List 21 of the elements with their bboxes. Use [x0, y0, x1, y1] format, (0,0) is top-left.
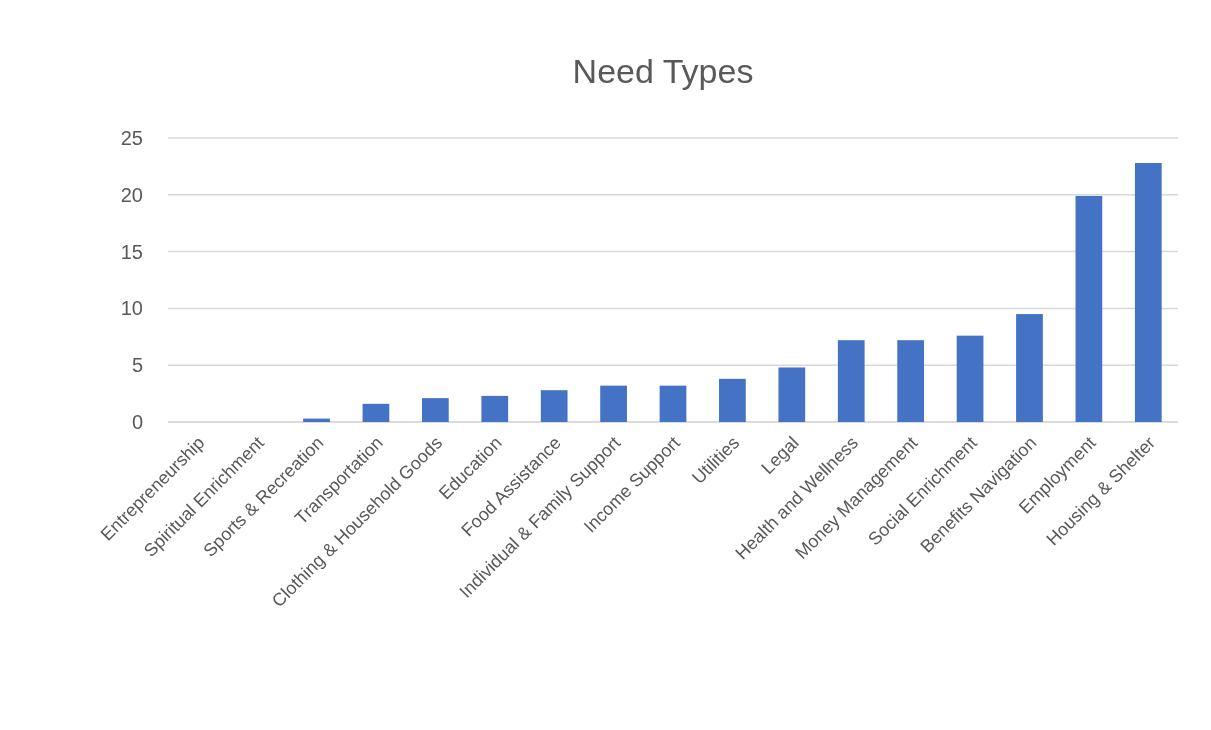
- bar: [362, 403, 390, 422]
- bar: [897, 340, 925, 422]
- bar: [1075, 195, 1103, 422]
- bar: [956, 335, 984, 422]
- bar: [421, 398, 449, 422]
- bar: [659, 385, 687, 422]
- y-tick-label: 20: [120, 183, 143, 206]
- bar: [481, 395, 509, 422]
- y-tick-label: 0: [131, 411, 143, 433]
- bar: [600, 385, 627, 422]
- y-tick-label: 5: [131, 354, 143, 377]
- bar: [778, 367, 806, 422]
- bar: [540, 390, 568, 422]
- chart-title: Need Types: [572, 52, 754, 90]
- bar: [837, 340, 865, 422]
- y-tick-label: 15: [120, 240, 143, 263]
- y-tick-label: 25: [120, 127, 143, 149]
- bar: [719, 378, 746, 422]
- bar: [1016, 314, 1043, 422]
- y-tick-label: 10: [120, 297, 143, 320]
- bar: [1134, 162, 1162, 422]
